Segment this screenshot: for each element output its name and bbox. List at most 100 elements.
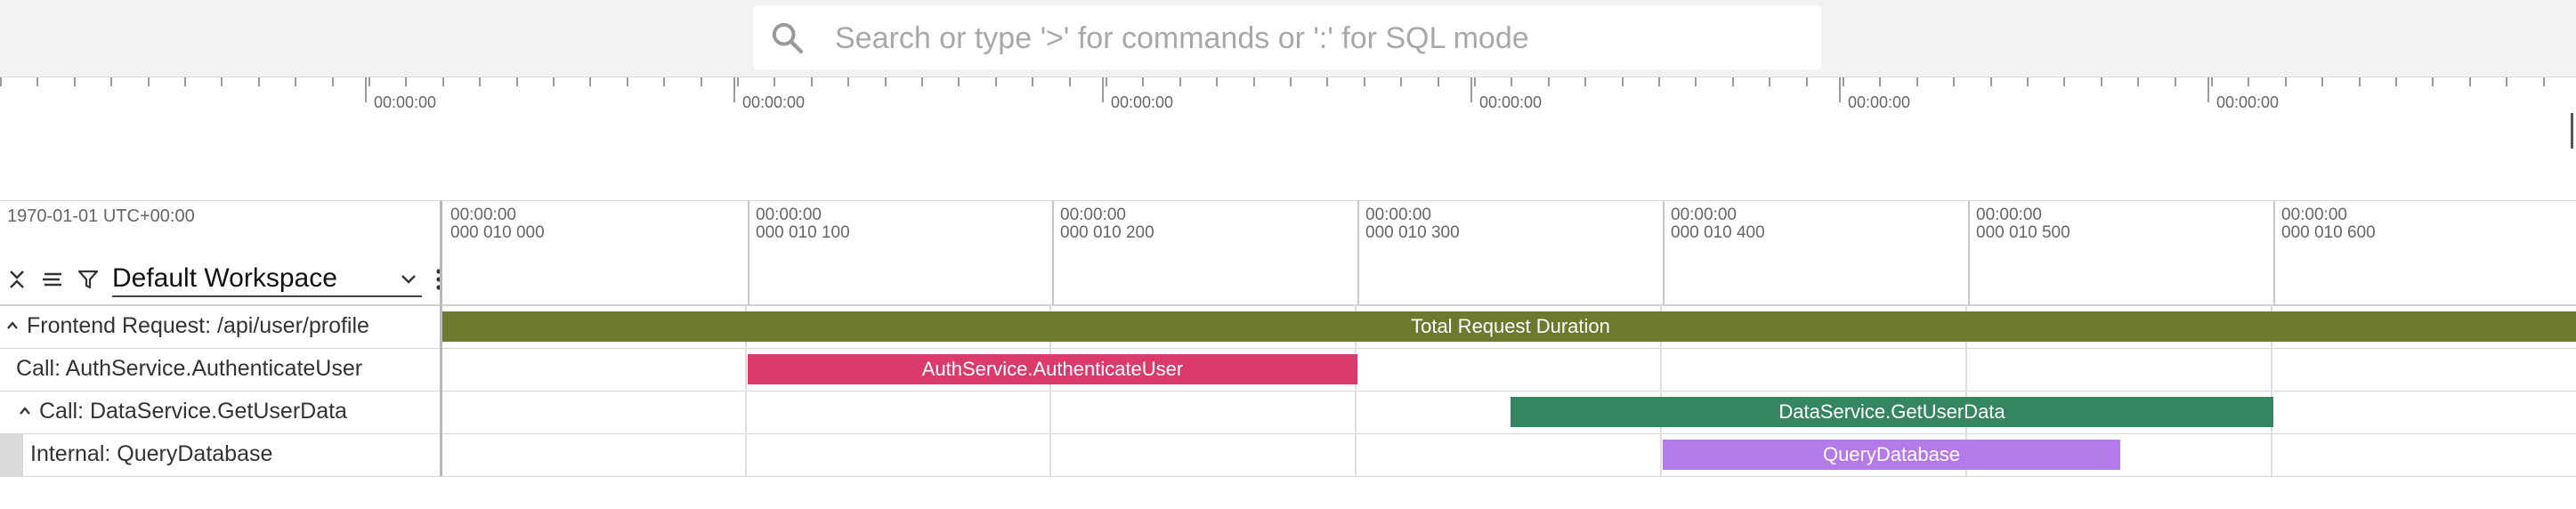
workspace-select[interactable]: Default Workspace	[112, 262, 422, 297]
overview-tick	[1732, 77, 1734, 86]
overview-tick	[2359, 77, 2361, 86]
track-title-text: Call: DataService.GetUserData	[39, 398, 347, 424]
timeline-time-label-ns: 000 010 000	[450, 223, 545, 242]
chevron-up-icon[interactable]	[18, 404, 32, 418]
track-title[interactable]: Call: DataService.GetUserData	[18, 391, 347, 432]
overview-tick	[847, 77, 849, 86]
overview-major-tick	[733, 77, 735, 102]
overview-tick	[1142, 77, 1144, 86]
chevron-up-icon[interactable]	[5, 319, 20, 333]
overview-major-tick	[1102, 77, 1104, 102]
overview-tick	[405, 77, 407, 86]
overview-tick	[811, 77, 813, 86]
trace-slice[interactable]: Total Request Duration	[442, 311, 2576, 342]
track-area[interactable]: Total Request Duration	[440, 305, 2576, 348]
overview-tick	[701, 77, 702, 86]
overview-tick	[885, 77, 887, 86]
track-title-text: Call: AuthService.AuthenticateUser	[16, 355, 363, 381]
track-title[interactable]: Internal: QueryDatabase	[30, 433, 272, 474]
overview-tick	[1106, 77, 1107, 86]
overview-tick	[2175, 77, 2176, 86]
timeline-gridline	[2273, 201, 2275, 304]
overview-tick	[1400, 77, 1402, 86]
date-label: 1970-01-01 UTC+00:00	[7, 206, 195, 226]
overview-tick	[958, 77, 960, 86]
timeline-time-label: 00:00:00 000 010 300	[1365, 206, 1460, 242]
list-icon[interactable]	[41, 268, 64, 291]
track-gridline	[1660, 348, 1662, 391]
timeline-time-label-hms: 00:00:00	[2281, 206, 2347, 224]
overview-tick	[737, 77, 739, 86]
overview-tick	[2027, 77, 2029, 86]
track-title-text: Internal: QueryDatabase	[30, 440, 273, 466]
overview-tick	[148, 77, 150, 86]
track-row[interactable]: Call: AuthService.AuthenticateUser AuthSe…	[0, 348, 2576, 392]
omnibox[interactable]	[753, 5, 1821, 69]
track-row[interactable]: Frontend Request: /api/user/profile Total…	[0, 305, 2576, 349]
workspace-controls: Default Workspace	[5, 262, 443, 297]
track-area[interactable]: DataService.GetUserData	[440, 391, 2576, 433]
overview-tick	[1253, 77, 1255, 86]
track-title[interactable]: Call: AuthService.AuthenticateUser	[16, 348, 362, 389]
overview-time-label: 00:00:00	[742, 93, 806, 111]
overview-resize-handle[interactable]	[2571, 113, 2573, 149]
timeline-gridline	[1357, 201, 1359, 304]
timeline-time-label-hms: 00:00:00	[1365, 206, 1431, 224]
overview-tick	[1806, 77, 1808, 86]
trace-slice[interactable]: QueryDatabase	[1663, 440, 2120, 470]
overview-time-label: 00:00:00	[2216, 93, 2280, 111]
track-row[interactable]: Call: DataService.GetUserData DataService…	[0, 391, 2576, 434]
overview-tick	[1990, 77, 1992, 86]
workspace-name: Default Workspace	[112, 263, 337, 293]
timeline-time-label: 00:00:00 000 010 000	[450, 206, 545, 242]
overview-tick	[332, 77, 334, 86]
overview-tick	[1474, 77, 1476, 86]
timeline-gridline	[748, 201, 749, 304]
track-indent	[0, 433, 23, 476]
collapse-all-icon[interactable]	[5, 268, 28, 291]
track-list: Frontend Request: /api/user/profile Total…	[0, 305, 2576, 477]
timeline-time-label-hms: 00:00:00	[450, 206, 516, 224]
overview-tick	[589, 77, 591, 86]
track-gridline	[2271, 348, 2272, 391]
track-gridline	[1049, 433, 1051, 476]
track-gridline	[745, 433, 747, 476]
overview-tick	[479, 77, 481, 86]
track-area[interactable]: QueryDatabase	[440, 433, 2576, 476]
overview-tick	[1438, 77, 1439, 86]
timeline-time-label-ns: 000 010 200	[1060, 223, 1154, 242]
overview-tick	[2543, 77, 2545, 86]
track-gridline	[1355, 433, 1357, 476]
filter-icon[interactable]	[77, 268, 100, 291]
overview-tick	[2395, 77, 2397, 86]
overview-tick	[663, 77, 665, 86]
overview-tick	[1769, 77, 1770, 86]
track-gridline	[1355, 391, 1357, 433]
overview-major-tick	[2207, 77, 2209, 102]
track-title[interactable]: Frontend Request: /api/user/profile	[5, 305, 369, 346]
trace-slice[interactable]: AuthService.AuthenticateUser	[748, 354, 1357, 384]
overview-tick	[2321, 77, 2323, 86]
chevron-down-icon	[401, 275, 416, 284]
track-row[interactable]: Internal: QueryDatabase QueryDatabase	[0, 433, 2576, 477]
overview-tick	[1548, 77, 1550, 86]
overview-timeline[interactable]: 00:00:00 00:00:00 00:00:00 00:00:00 00:00:00…	[0, 77, 2576, 200]
timeline-time-label-ns: 000 010 100	[756, 223, 850, 242]
track-area[interactable]: AuthService.AuthenticateUser	[440, 348, 2576, 391]
overview-tick	[921, 77, 923, 86]
timeline-header: 1970-01-01 UTC+00:00 Default Workspace 0…	[0, 200, 2576, 306]
overview-tick	[184, 77, 186, 86]
overview-time-label: 00:00:00	[1111, 93, 1174, 111]
trace-slice[interactable]: DataService.GetUserData	[1511, 397, 2273, 427]
overview-tick	[1584, 77, 1586, 86]
overview-tick	[295, 77, 296, 86]
overview-tick	[0, 77, 2, 86]
overview-tick	[1032, 77, 1033, 86]
track-gridline	[2271, 433, 2272, 476]
timeline-time-label-ns: 000 010 400	[1671, 223, 1765, 242]
search-input[interactable]	[833, 14, 1798, 62]
overview-tick	[1216, 77, 1218, 86]
overview-tick	[627, 77, 628, 86]
overview-tick	[1879, 77, 1881, 86]
timeline-time-label: 00:00:00 000 010 100	[756, 206, 850, 242]
